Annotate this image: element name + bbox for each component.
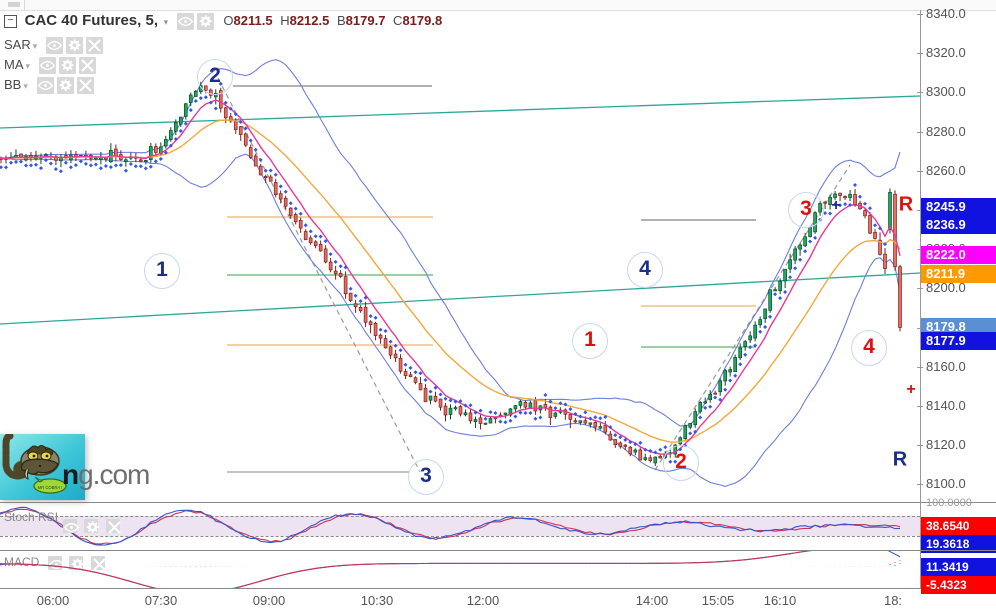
svg-text:MR COBRA !: MR COBRA ! [38,485,63,490]
